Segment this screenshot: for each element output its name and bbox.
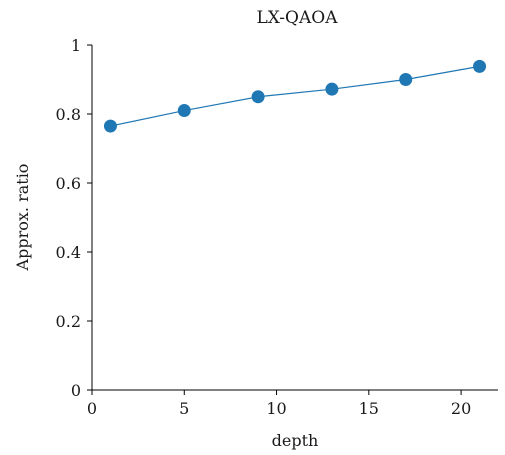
data-point (103, 119, 117, 133)
x-tick-label: 10 (266, 399, 286, 418)
x-tick-label: 15 (359, 399, 379, 418)
y-tick-label: 0 (71, 381, 81, 400)
x-tick-label: 0 (87, 399, 97, 418)
y-tick-label: 0.4 (56, 243, 81, 262)
chart-title: LX-QAOA (257, 8, 339, 28)
y-axis-title: Approx. ratio (13, 164, 32, 272)
y-tick-label: 0.6 (56, 174, 81, 193)
y-tick-label: 0.8 (56, 105, 81, 124)
data-point (399, 73, 413, 86)
x-ticks: 0 5 10 15 20 (87, 390, 471, 418)
series-line (110, 65, 480, 127)
data-point (251, 90, 265, 104)
x-axis-title: depth (272, 431, 319, 450)
x-tick-label: 5 (179, 399, 189, 418)
series-points (103, 59, 487, 133)
data-point (325, 82, 339, 96)
y-tick-label: 0.2 (56, 312, 81, 331)
y-ticks: 0 0.2 0.4 0.6 0.8 1 (56, 36, 92, 400)
x-tick-label: 20 (451, 399, 471, 418)
data-point (177, 104, 191, 118)
y-tick-label: 1 (71, 36, 81, 55)
data-point (473, 59, 487, 73)
plot-frame (91, 45, 498, 391)
